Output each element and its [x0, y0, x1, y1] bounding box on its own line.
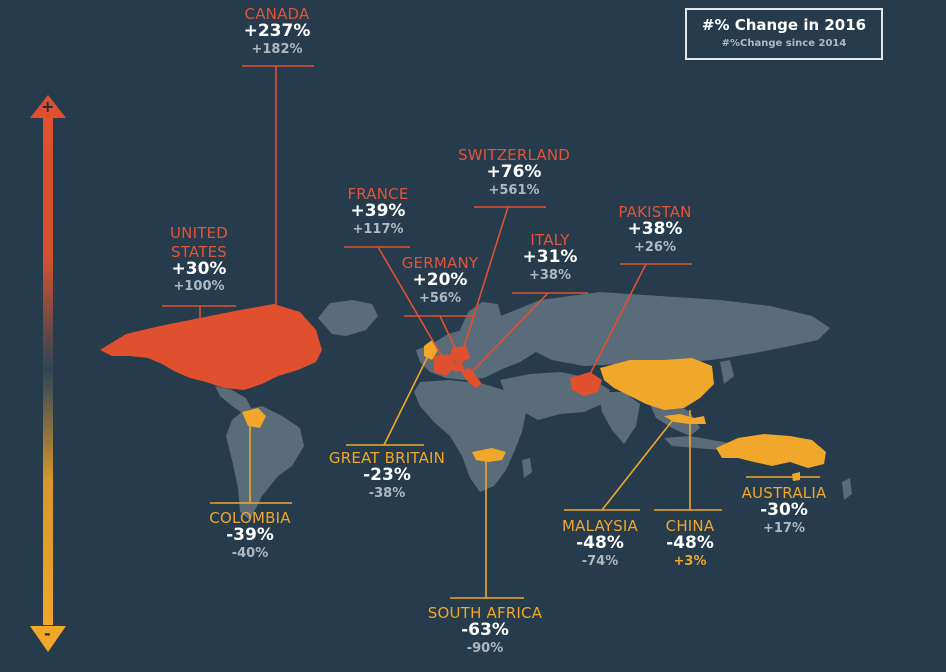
country-name: FRANCE	[347, 185, 409, 203]
change-since-2014: +38%	[528, 267, 571, 283]
label-colombia: COLOMBIA -39% -40%	[180, 509, 320, 561]
label-germany: GERMANY +20% +56%	[370, 254, 510, 306]
label-france: FRANCE +39% +117%	[308, 185, 448, 237]
change-since-2014: +26%	[633, 239, 676, 255]
change-2016: -39%	[226, 524, 274, 545]
legend-title: #% Change in 2016	[701, 16, 867, 34]
country-name: SWITZERLAND	[457, 146, 571, 164]
legend-subtitle: #%Change since 2014	[721, 38, 847, 49]
australia-region	[716, 434, 826, 468]
label-malaysia: MALAYSIA -48% -74%	[530, 517, 670, 569]
label-south-africa: SOUTH AFRICA -63% -90%	[415, 604, 555, 656]
change-since-2014: +3%	[673, 553, 707, 569]
greenland	[318, 300, 378, 336]
change-2016: -63%	[461, 619, 509, 640]
change-2016: +76%	[486, 161, 542, 182]
germany-region	[450, 346, 470, 364]
france-region	[434, 354, 456, 376]
change-since-2014: +17%	[762, 520, 805, 536]
country-name: SOUTH AFRICA	[427, 604, 543, 622]
label-united-states: UNITED STATES +30% +100%	[129, 224, 269, 295]
change-2016: +31%	[522, 246, 578, 267]
switzerland-region	[452, 362, 464, 372]
label-pakistan: PAKISTAN +38% +26%	[585, 203, 725, 255]
land-masses	[215, 292, 852, 520]
change-since-2014: -38%	[368, 485, 406, 501]
malaysia-region	[664, 414, 706, 424]
label-switzerland: SWITZERLAND +76% +561%	[444, 146, 584, 198]
country-name: GREAT BRITAIN	[328, 449, 446, 467]
change-since-2014: +117%	[352, 221, 404, 237]
country-name: GERMANY	[401, 254, 479, 272]
decrease-regions	[242, 340, 826, 481]
country-name: PAKISTAN	[618, 203, 692, 221]
change-2016: -48%	[576, 532, 624, 553]
scale-minus-label: -	[44, 624, 51, 643]
label-great-britain: GREAT BRITAIN -23% -38%	[317, 449, 457, 501]
change-2016: -23%	[363, 464, 411, 485]
change-2016: +30%	[171, 258, 227, 279]
label-australia: AUSTRALIA -30% +17%	[714, 484, 854, 536]
country-name-line1: UNITED	[169, 224, 228, 242]
japan	[720, 360, 734, 384]
colombia-region	[242, 408, 266, 428]
label-canada: CANADA +237% +182%	[207, 5, 347, 57]
leader-lines-decrease	[210, 355, 820, 599]
italy-region	[460, 368, 482, 388]
scale-arrow	[30, 95, 66, 652]
legend-box: #% Change in 2016 #%Change since 2014	[685, 8, 883, 60]
change-since-2014: +100%	[173, 279, 225, 295]
country-name-line2: STATES	[171, 242, 227, 261]
south-america	[226, 406, 304, 520]
scandinavia	[460, 302, 502, 338]
indonesia	[664, 436, 734, 450]
south-africa-region	[472, 448, 506, 462]
increase-regions	[100, 304, 602, 396]
change-2016: +38%	[627, 218, 683, 239]
north-america-region	[100, 304, 322, 390]
new-zealand	[842, 478, 852, 500]
country-name: ITALY	[530, 231, 570, 249]
label-china: CHINA -48% +3%	[620, 517, 760, 569]
change-2016: +20%	[412, 269, 468, 290]
country-name: CHINA	[665, 517, 715, 535]
country-name: COLOMBIA	[209, 509, 291, 527]
change-since-2014: +182%	[251, 41, 303, 57]
russia	[496, 292, 830, 366]
change-2016: +237%	[243, 20, 311, 41]
india	[598, 392, 640, 444]
change-since-2014: -40%	[231, 545, 269, 561]
pakistan-region	[570, 372, 602, 396]
country-name: CANADA	[244, 5, 310, 23]
leader-lines-increase	[162, 65, 692, 383]
change-2016: +39%	[350, 200, 406, 221]
china-region	[600, 358, 714, 410]
label-italy: ITALY +31% +38%	[480, 231, 620, 283]
change-since-2014: +561%	[488, 182, 540, 198]
scale-plus-label: +	[41, 97, 55, 116]
change-2016: -30%	[760, 499, 808, 520]
change-2016: -48%	[666, 532, 714, 553]
africa	[414, 380, 526, 492]
country-name: AUSTRALIA	[741, 484, 827, 502]
change-since-2014: -90%	[466, 640, 504, 656]
country-name: MALAYSIA	[562, 517, 638, 535]
change-since-2014: +56%	[418, 290, 461, 306]
change-since-2014: -74%	[581, 553, 619, 569]
madagascar	[522, 458, 532, 478]
central-america	[215, 386, 252, 414]
